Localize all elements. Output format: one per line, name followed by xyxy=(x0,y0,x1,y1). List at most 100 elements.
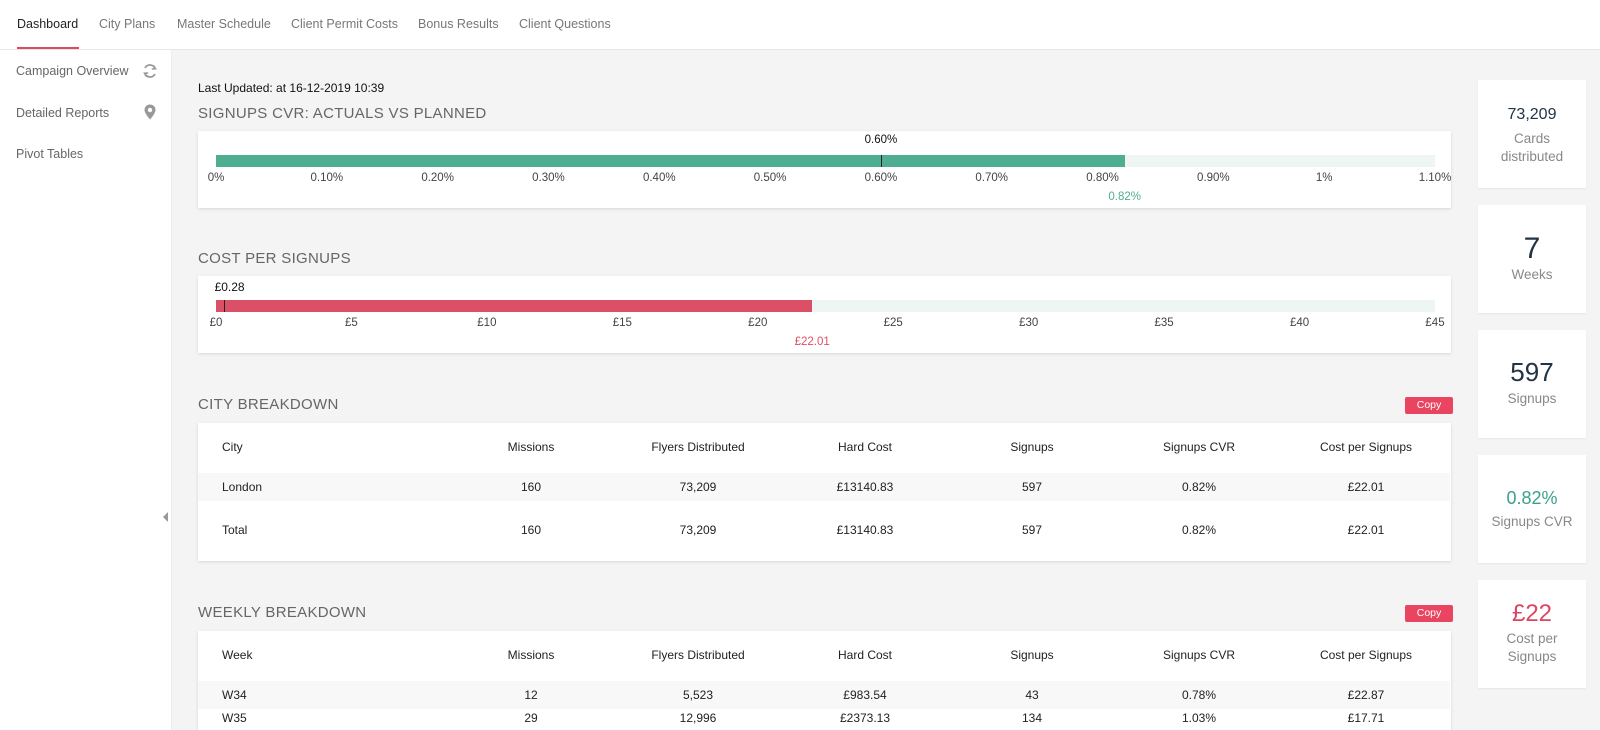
column-header[interactable]: Missions xyxy=(507,440,555,454)
axis-tick-label: £10 xyxy=(477,317,497,329)
axis-tick-label: 0.90% xyxy=(1197,172,1230,184)
stat-label: Cards distributed xyxy=(1500,131,1564,164)
axis-tick-label: £20 xyxy=(748,317,768,329)
collapse-sidebar-icon[interactable] xyxy=(163,512,168,522)
column-header[interactable]: Signups CVR xyxy=(1162,648,1236,662)
column-header[interactable]: Week xyxy=(222,648,253,662)
axis-tick-label: 0.70% xyxy=(975,172,1009,184)
table-row: Total 160 73,209 £13140.83 597 0.82% £22.01 xyxy=(198,516,1450,544)
refresh-icon[interactable] xyxy=(141,62,159,80)
axis-tick-label: £5 xyxy=(345,317,358,329)
tab-bonus-results[interactable]: Bonus Results xyxy=(418,17,499,31)
table-cell: 1.03% xyxy=(1181,711,1217,725)
column-header[interactable]: Flyers Distributed xyxy=(651,648,745,662)
column-header[interactable]: Missions xyxy=(507,648,555,662)
table-cell: £17.71 xyxy=(1347,711,1385,725)
table-cell: 0.82% xyxy=(1181,480,1217,494)
stat-label: Signups xyxy=(1507,391,1557,406)
weekly-breakdown-table: Week Missions Flyers Distributed Hard Cost S… xyxy=(198,631,1451,730)
table-row: W34 12 5,523 £983.54 43 0.78% £22.87 xyxy=(198,681,1450,709)
actual-value-label: 0.82% xyxy=(1108,191,1142,203)
column-header[interactable]: Cost per Signups xyxy=(1319,648,1413,662)
column-header[interactable]: Hard Cost xyxy=(837,648,893,662)
sidebar-item-campaign-overview[interactable]: Campaign Overview xyxy=(16,64,129,78)
sidebar-item-pivot-tables[interactable]: Pivot Tables xyxy=(16,147,84,161)
column-header[interactable]: Hard Cost xyxy=(837,440,893,454)
tab-client-permit-costs[interactable]: Client Permit Costs xyxy=(291,17,398,31)
tab-master-schedule[interactable]: Master Schedule xyxy=(177,17,271,31)
sidebar-item-detailed-reports[interactable]: Detailed Reports xyxy=(16,106,110,120)
table-cell: 73,209 xyxy=(679,480,717,494)
weekly-copy-button[interactable]: Copy xyxy=(1405,605,1453,622)
table-cell: £2373.13 xyxy=(839,711,891,725)
map-pin-icon[interactable] xyxy=(141,103,159,121)
table-cell: 73,209 xyxy=(679,523,717,537)
table-cell: 12,996 xyxy=(679,711,717,725)
table-cell: £22.01 xyxy=(1347,523,1385,537)
stat-card-weeks: 7 Weeks xyxy=(1478,205,1586,313)
table-cell: London xyxy=(222,480,263,494)
stat-value: £22 xyxy=(1511,600,1553,627)
axis-tick-label: 1.10% xyxy=(1418,172,1452,184)
column-header[interactable]: Signups CVR xyxy=(1162,440,1236,454)
city-breakdown-table: City Missions Flyers Distributed Hard Cost S… xyxy=(198,423,1451,561)
city-breakdown-title: CITY BREAKDOWN xyxy=(198,396,339,413)
axis-tick-label: £30 xyxy=(1019,317,1039,329)
table-cell: £22.87 xyxy=(1347,688,1385,702)
table-header-row: City Missions Flyers Distributed Hard Cost S… xyxy=(198,433,1450,461)
table-cell: 5,523 xyxy=(682,688,714,702)
tab-dashboard[interactable]: Dashboard xyxy=(17,17,79,31)
tab-client-questions[interactable]: Client Questions xyxy=(519,17,611,31)
column-header[interactable]: Flyers Distributed xyxy=(651,440,745,454)
column-header[interactable]: Signups xyxy=(1010,648,1054,662)
top-nav: Dashboard City Plans Master Schedule Cli… xyxy=(0,0,1600,50)
table-cell: 160 xyxy=(520,480,542,494)
city-copy-button[interactable]: Copy xyxy=(1405,397,1453,414)
table-cell: 43 xyxy=(1025,688,1039,702)
signups-cvr-gauge: 0.60% 0% 0.10% 0.20% 0.30% 0.40% 0.50% 0.60% 0.… xyxy=(198,131,1451,208)
table-cell: 134 xyxy=(1021,711,1043,725)
column-header[interactable]: Cost per Signups xyxy=(1319,440,1413,454)
gauge-track xyxy=(216,300,1435,312)
planned-value-label: 0.60% xyxy=(864,134,898,146)
cost-per-signups-title: COST PER SIGNUPS xyxy=(198,250,351,267)
tab-city-plans[interactable]: City Plans xyxy=(99,17,156,31)
gauge-track xyxy=(216,155,1435,167)
planned-marker xyxy=(223,300,225,312)
table-row: London 160 73,209 £13140.83 597 0.82% £22.01 xyxy=(198,473,1450,501)
axis-tick-label: £45 xyxy=(1425,317,1445,329)
table-row: W35 29 12,996 £2373.13 134 1.03% £17.71 xyxy=(198,704,1450,730)
planned-value-label: £0.28 xyxy=(214,280,245,294)
stat-card-signups-cvr: 0.82% Signups CVR xyxy=(1478,455,1586,563)
table-cell: £22.01 xyxy=(1347,480,1385,494)
cost-per-signups-gauge: £0.28 £0 £5 £10 £15 £20 £25 £30 £35 £40 £45 £22.0… xyxy=(198,276,1451,353)
column-header[interactable]: Signups xyxy=(1010,440,1054,454)
table-cell: £13140.83 xyxy=(836,480,894,494)
stat-value: 597 xyxy=(1510,357,1554,387)
stat-value: 7 xyxy=(1523,232,1541,265)
stat-card-cards-distributed: 73,209 Cards distributed xyxy=(1478,80,1586,188)
stat-label: Signups CVR xyxy=(1491,514,1573,529)
stat-value: 0.82% xyxy=(1506,488,1558,508)
last-updated: Last Updated: at 16-12-2019 10:39 xyxy=(198,81,385,95)
axis-tick-label: 0.60% xyxy=(864,172,898,184)
actual-fill-bar xyxy=(216,300,813,312)
axis-tick-label: 0.30% xyxy=(532,172,565,184)
table-cell: £983.54 xyxy=(843,688,887,702)
table-cell: Total xyxy=(222,523,248,537)
axis-tick-label: £40 xyxy=(1289,317,1310,329)
actual-fill-bar xyxy=(216,155,1125,167)
stat-card-signups: 597 Signups xyxy=(1478,330,1586,438)
sidebar: Campaign Overview Detailed Reports Pivot… xyxy=(0,50,172,730)
table-cell: 12 xyxy=(524,688,538,702)
axis-tick-label: 1% xyxy=(1315,172,1333,184)
table-cell: 0.78% xyxy=(1181,688,1217,702)
axis-tick-label: 0.50% xyxy=(753,172,787,184)
signups-cvr-title: SIGNUPS CVR: ACTUALS VS PLANNED xyxy=(198,105,487,122)
planned-marker xyxy=(880,155,882,167)
table-cell: 160 xyxy=(520,523,542,537)
table-cell: W34 xyxy=(222,688,247,702)
axis-tick-label: 0.80% xyxy=(1086,172,1119,184)
table-cell: 29 xyxy=(524,711,538,725)
column-header[interactable]: City xyxy=(222,440,243,454)
